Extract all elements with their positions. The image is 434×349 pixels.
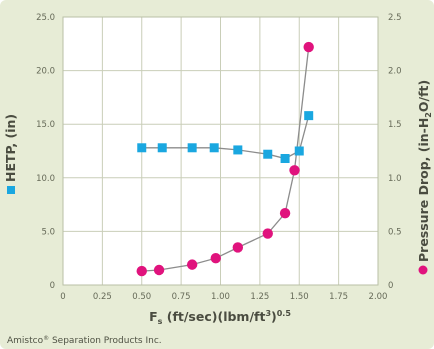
pressure-drop-point <box>262 228 273 239</box>
y-right-tick-label: 1.5 <box>388 120 402 130</box>
y-right-tick-label: 2.5 <box>388 13 402 23</box>
y-left-tick-label: 15.0 <box>36 120 55 130</box>
y-left-tick-labels: 0 5.0 10.0 15.0 20.0 25.0 <box>36 13 55 291</box>
hetp-point <box>233 145 243 155</box>
y-left-tick-label: 25.0 <box>36 13 55 23</box>
x-tick-label: 1.00 <box>211 292 230 302</box>
x-tick-label: 0.75 <box>172 292 191 302</box>
hetp-point <box>137 143 147 153</box>
hetp-point <box>263 149 273 159</box>
x-tick-label: 1.50 <box>290 292 309 302</box>
pressure-drop-point <box>153 264 165 276</box>
hetp-point <box>187 143 197 153</box>
hetp-point <box>280 154 290 164</box>
x-tick-label: 0.50 <box>132 292 151 302</box>
data-points <box>136 41 314 277</box>
x-tick-labels: 0 0.25 0.50 0.75 1.00 1.25 1.50 1.75 2.00 <box>60 292 387 302</box>
left-series-legend-square-icon <box>7 186 15 194</box>
x-tick-label: 0 <box>60 292 65 302</box>
y-right-tick-label: 0 <box>388 281 393 291</box>
y-left-tick-label: 20.0 <box>36 67 55 77</box>
hetp-point <box>304 111 314 121</box>
pressure-drop-point <box>289 165 300 176</box>
x-tick-label: 0.25 <box>93 292 112 302</box>
y-left-tick-label: 0 <box>50 281 55 291</box>
hetp-point <box>294 146 304 156</box>
pressure-drop-point <box>279 207 291 219</box>
y-right-tick-labels: 0 0.5 1.0 1.5 2.0 2.5 <box>388 13 402 291</box>
y-right-tick-label: 1.0 <box>388 174 402 184</box>
x-tick-label: 1.75 <box>329 292 348 302</box>
y-right-tick-label: 2.0 <box>388 67 402 77</box>
footer-credit: Amistco® Separation Products Inc. <box>7 335 162 346</box>
y-left-axis-title: HETP, (in) <box>3 114 18 182</box>
y-right-axis-title: Pressure Drop, (in-H2O/ft) <box>416 80 433 262</box>
y-right-tick-label: 0.5 <box>388 227 402 237</box>
pressure-drop-point <box>210 253 221 264</box>
pressure-drop-point <box>303 41 314 53</box>
hetp-point <box>157 143 167 153</box>
pressure-drop-point <box>136 265 147 277</box>
x-axis-title: Fs (ft/sec)(lbm/ft3)0.5 <box>149 309 291 326</box>
x-tick-label: 1.25 <box>250 292 269 302</box>
y-left-tick-label: 10.0 <box>36 174 55 184</box>
hetp-point <box>209 143 219 153</box>
grid-lines <box>62 16 379 286</box>
y-left-tick-label: 5.0 <box>41 227 55 237</box>
plot-border <box>62 16 379 286</box>
pressure-drop-point <box>186 259 198 270</box>
pressure-drop-point <box>232 242 244 253</box>
right-series-legend-circle-icon <box>418 265 428 275</box>
x-tick-label: 2.00 <box>369 292 388 302</box>
